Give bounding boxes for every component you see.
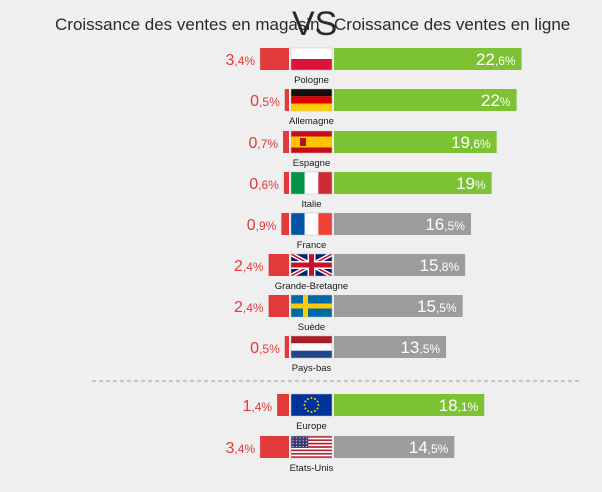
header: Croissance des ventes en magasin VS Croi…	[55, 5, 570, 43]
country-row: 0,5% 13,5% Pays-bas	[250, 335, 447, 374]
store-value-label: 0,7%	[248, 135, 278, 152]
online-bar	[334, 295, 463, 317]
online-bar	[334, 131, 497, 153]
online-bar	[334, 48, 522, 70]
store-bar	[260, 436, 289, 458]
country-label: Pologne	[294, 75, 329, 86]
online-bar	[334, 89, 517, 111]
usa-flag-icon	[290, 435, 333, 459]
italy-flag-icon	[290, 171, 333, 195]
online-value-label: 18,1%	[439, 396, 479, 415]
online-value-label: 19,6%	[451, 133, 491, 152]
store-value-label: 0,5%	[250, 93, 280, 110]
store-value-label: 2,4%	[234, 299, 264, 316]
online-value-label: 14,5%	[409, 438, 449, 457]
country-row: 3,4% 22,6% Pologne	[226, 47, 522, 86]
online-value-label: 15,8%	[420, 256, 460, 275]
country-row: 3,4% 14,5% Etats-Unis	[226, 435, 455, 474]
country-label: Allemagne	[289, 116, 334, 127]
online-bar	[334, 436, 455, 458]
store-value-label: 0,6%	[249, 176, 279, 193]
online-bar	[334, 336, 447, 358]
sweden-flag-icon	[290, 294, 333, 318]
country-label: Europe	[296, 421, 327, 432]
store-bar	[268, 254, 289, 276]
online-value-label: 13,5%	[400, 338, 440, 357]
online-value-label: 19%	[456, 174, 486, 193]
country-label: Pays-bas	[292, 363, 332, 374]
store-value-label: 1,4%	[243, 398, 273, 415]
online-value-label: 15,5%	[417, 297, 457, 316]
online-bar	[334, 172, 492, 194]
country-row: 0,5% 22% Allemagne	[250, 88, 517, 127]
country-label: Etats-Unis	[290, 463, 334, 474]
store-bar	[283, 131, 289, 153]
country-row: 0,9% 16,5% France	[247, 212, 471, 251]
poland-flag-icon	[290, 47, 333, 71]
country-row: 2,4% 15,5% Suède	[234, 294, 463, 333]
uk-flag-icon	[290, 253, 333, 277]
store-bar	[284, 89, 289, 111]
store-value-label: 0,5%	[250, 340, 280, 357]
country-row: 2,4% 15,8% Grande-Bretagne	[234, 253, 466, 292]
online-value-label: 22%	[481, 91, 511, 110]
country-label: France	[297, 240, 327, 251]
eu-flag-icon	[290, 393, 333, 417]
store-bar	[260, 48, 289, 70]
store-value-label: 3,4%	[226, 52, 256, 69]
vs-label: VS	[292, 5, 337, 43]
country-label: Espagne	[293, 158, 331, 169]
online-bar	[334, 394, 485, 416]
country-label: Italie	[301, 199, 321, 210]
country-row: 0,7% 19,6% Espagne	[248, 130, 497, 169]
store-value-label: 0,9%	[247, 217, 277, 234]
online-value-label: 16,5%	[425, 215, 465, 234]
spain-flag-icon	[290, 130, 333, 154]
country-label: Grande-Bretagne	[275, 281, 348, 292]
country-row: 1,4% 18,1% Europe	[243, 393, 485, 432]
store-value-label: 3,4%	[226, 440, 256, 457]
online-bar	[334, 213, 471, 235]
store-bar	[284, 336, 289, 358]
store-bar	[277, 394, 289, 416]
store-value-label: 2,4%	[234, 258, 264, 275]
online-bar	[334, 254, 466, 276]
country-row: 0,6% 19% Italie	[249, 171, 492, 210]
country-label: Suède	[298, 322, 325, 333]
right-title: Croissance des ventes en ligne	[334, 15, 570, 34]
left-title: Croissance des ventes en magasin	[55, 15, 320, 34]
store-bar	[283, 172, 289, 194]
chart-rows: 3,4% 22,6% Pologne 0,5% 22% Allemagne 0,7% 19,6…	[92, 47, 580, 474]
store-bar	[281, 213, 289, 235]
france-flag-icon	[290, 212, 333, 236]
germany-flag-icon	[290, 88, 333, 112]
online-value-label: 22,6%	[476, 50, 516, 69]
store-bar	[268, 295, 289, 317]
netherlands-flag-icon	[290, 335, 333, 359]
